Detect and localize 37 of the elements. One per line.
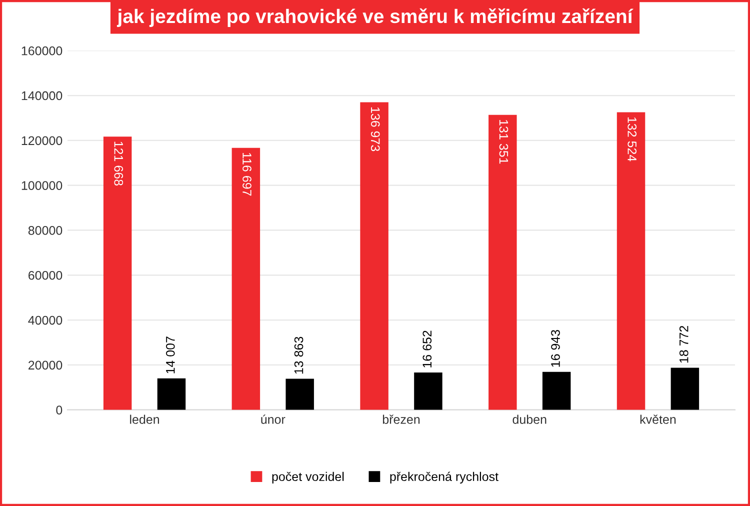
bar bbox=[286, 378, 314, 410]
bar bbox=[670, 368, 700, 410]
y-tick-label: 80000 bbox=[28, 226, 62, 235]
data-label: 116 697 bbox=[242, 152, 252, 196]
data-label: 136 973 bbox=[370, 107, 380, 152]
x-tick-label: duben bbox=[512, 414, 546, 424]
y-tick-label: 140000 bbox=[22, 91, 62, 100]
data-label: 16 943 bbox=[551, 330, 560, 367]
chart-title: jak jezdíme po vrahovické ve směru k měřicímu zařízení bbox=[116, 8, 634, 27]
bar bbox=[488, 114, 517, 410]
y-tick-label: 100000 bbox=[22, 181, 62, 190]
bar bbox=[414, 372, 442, 410]
data-label: 14 007 bbox=[166, 336, 175, 374]
y-tick-label: 120000 bbox=[22, 136, 62, 146]
y-tick-label: 160000 bbox=[22, 46, 62, 56]
y-tick-label: 20000 bbox=[28, 360, 62, 370]
data-label: 131 351 bbox=[499, 120, 508, 164]
data-label: 121 668 bbox=[114, 142, 124, 186]
y-tick-label: 40000 bbox=[28, 316, 62, 325]
x-tick-label: únor bbox=[261, 414, 286, 424]
bar bbox=[542, 372, 571, 410]
data-label: 16 652 bbox=[422, 330, 432, 368]
data-label: 13 863 bbox=[294, 336, 304, 374]
bar bbox=[360, 102, 388, 410]
data-label: 18 772 bbox=[679, 326, 688, 363]
bar bbox=[232, 148, 260, 410]
legend-label: počet vozidel bbox=[272, 472, 344, 484]
x-tick-label: leden bbox=[130, 414, 159, 424]
bar bbox=[103, 136, 132, 410]
y-tick-label: 0 bbox=[56, 406, 62, 415]
x-tick-label: březen bbox=[382, 414, 420, 424]
data-label: 132 524 bbox=[628, 117, 637, 162]
y-tick-label: 60000 bbox=[28, 270, 62, 280]
bar bbox=[157, 378, 186, 410]
legend-label: překročená rychlost bbox=[390, 472, 498, 484]
bar bbox=[616, 112, 646, 410]
x-tick-label: květen bbox=[640, 414, 676, 424]
